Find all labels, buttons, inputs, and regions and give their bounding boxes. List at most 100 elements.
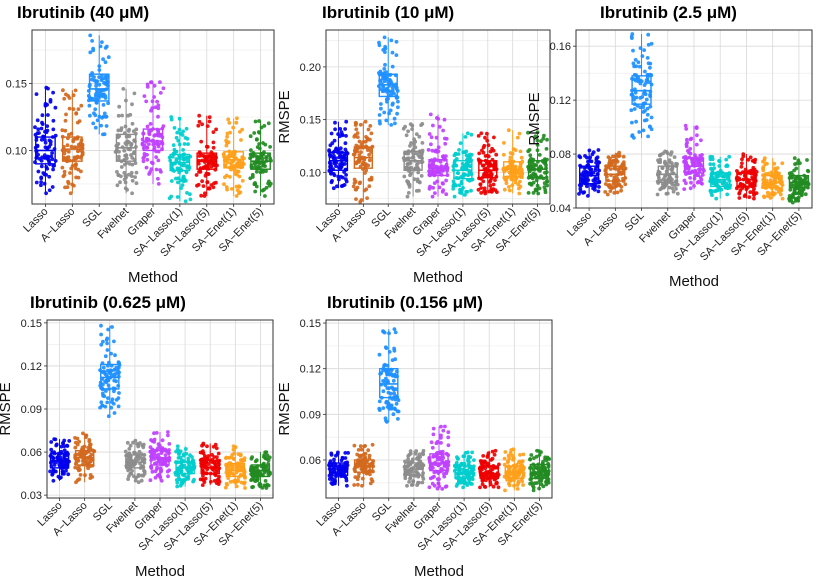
- data-point: [344, 173, 348, 177]
- data-point: [443, 157, 448, 162]
- data-point: [393, 121, 397, 126]
- data-point: [176, 180, 180, 185]
- data-point: [153, 469, 158, 474]
- data-point: [805, 158, 809, 162]
- data-point: [461, 454, 466, 459]
- points: [377, 35, 400, 127]
- data-point: [497, 462, 501, 467]
- data-point: [698, 161, 702, 166]
- data-point: [620, 162, 625, 167]
- data-point: [188, 197, 193, 202]
- data-point: [532, 456, 536, 460]
- data-point: [433, 164, 438, 169]
- data-point: [231, 447, 236, 452]
- data-point: [688, 151, 693, 156]
- data-point: [34, 155, 39, 159]
- data-point: [93, 125, 98, 130]
- data-point: [190, 458, 195, 463]
- data-point: [268, 145, 272, 149]
- data-point: [117, 104, 122, 109]
- data-point: [357, 159, 362, 163]
- data-point: [242, 481, 247, 486]
- data-point: [354, 143, 359, 148]
- data-point: [542, 133, 546, 138]
- data-point: [502, 456, 507, 461]
- data-point: [535, 143, 540, 147]
- data-point: [114, 379, 118, 384]
- points: [787, 156, 811, 205]
- data-point: [609, 173, 613, 178]
- data-point: [130, 102, 134, 107]
- data-point: [528, 477, 533, 482]
- data-point: [166, 474, 170, 479]
- data-point: [232, 155, 237, 160]
- data-point: [261, 473, 265, 478]
- data-point: [71, 93, 76, 98]
- points: [33, 85, 58, 196]
- data-point: [527, 164, 532, 169]
- data-point: [416, 167, 421, 172]
- points: [48, 437, 72, 483]
- data-point: [145, 124, 150, 129]
- data-point: [389, 123, 394, 127]
- data-point: [234, 484, 239, 489]
- data-point: [642, 48, 646, 52]
- data-point: [443, 136, 447, 141]
- data-point: [769, 170, 774, 175]
- data-point: [720, 174, 725, 179]
- data-point: [502, 187, 507, 192]
- data-point: [69, 144, 74, 149]
- data-point: [131, 462, 135, 466]
- data-point: [477, 176, 481, 181]
- data-point: [238, 162, 243, 167]
- data-point: [405, 464, 409, 469]
- data-point: [664, 150, 669, 154]
- data-point: [383, 62, 387, 67]
- data-point: [639, 79, 644, 84]
- data-point: [381, 368, 385, 373]
- series-7: [477, 448, 501, 490]
- data-point: [40, 113, 45, 118]
- data-point: [359, 447, 364, 452]
- data-point: [435, 116, 439, 120]
- data-point: [520, 466, 525, 471]
- data-point: [78, 156, 83, 160]
- data-point: [86, 93, 91, 98]
- data-point: [73, 166, 78, 171]
- data-point: [201, 184, 206, 189]
- data-point: [116, 128, 121, 133]
- data-point: [103, 404, 108, 409]
- data-point: [154, 431, 159, 435]
- data-point: [483, 135, 487, 140]
- series-8: [501, 128, 525, 196]
- series-1: [577, 148, 602, 198]
- data-point: [50, 455, 54, 459]
- data-point: [531, 191, 536, 195]
- data-point: [434, 454, 438, 459]
- data-point: [427, 458, 432, 462]
- data-point: [169, 179, 174, 183]
- data-point: [33, 125, 37, 130]
- data-point: [145, 85, 150, 89]
- data-point: [362, 161, 367, 166]
- data-point: [49, 447, 54, 452]
- data-point: [515, 135, 520, 140]
- data-point: [787, 176, 792, 180]
- data-point: [211, 145, 216, 150]
- data-point: [254, 169, 259, 174]
- data-point: [160, 447, 165, 451]
- data-point: [395, 111, 399, 116]
- data-point: [52, 147, 57, 151]
- data-point: [366, 448, 371, 453]
- data-point: [140, 464, 145, 469]
- data-point: [513, 473, 517, 478]
- data-point: [150, 139, 155, 144]
- data-point: [168, 158, 173, 163]
- data-point: [535, 183, 540, 188]
- data-point: [410, 459, 414, 464]
- data-point: [437, 484, 442, 489]
- data-point: [509, 448, 514, 452]
- y-tick-label: 0.15: [300, 318, 321, 330]
- data-point: [154, 155, 159, 160]
- data-point: [787, 171, 792, 176]
